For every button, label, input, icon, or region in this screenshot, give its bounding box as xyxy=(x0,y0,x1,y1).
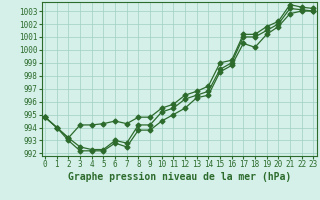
X-axis label: Graphe pression niveau de la mer (hPa): Graphe pression niveau de la mer (hPa) xyxy=(68,172,291,182)
